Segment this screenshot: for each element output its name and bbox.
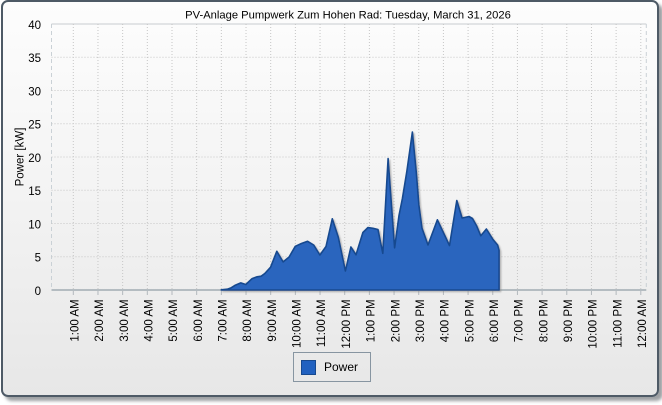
svg-text:12:00 PM: 12:00 PM <box>341 299 353 348</box>
svg-text:10:00 AM: 10:00 AM <box>292 299 304 348</box>
svg-text:10: 10 <box>28 219 41 231</box>
svg-text:11:00 AM: 11:00 AM <box>316 299 328 347</box>
svg-text:30: 30 <box>28 86 41 98</box>
svg-text:5:00 AM: 5:00 AM <box>168 299 180 341</box>
svg-text:15: 15 <box>28 186 41 198</box>
svg-text:8:00 PM: 8:00 PM <box>538 299 550 342</box>
svg-text:7:00 AM: 7:00 AM <box>218 299 230 341</box>
svg-text:2:00 AM: 2:00 AM <box>94 299 106 341</box>
svg-text:1:00 PM: 1:00 PM <box>366 299 378 342</box>
svg-text:0: 0 <box>35 286 41 298</box>
svg-text:20: 20 <box>28 153 41 165</box>
svg-text:10:00 PM: 10:00 PM <box>588 299 600 348</box>
svg-text:Power [kW]: Power [kW] <box>15 128 27 187</box>
svg-text:9:00 PM: 9:00 PM <box>563 299 575 342</box>
svg-text:1:00 AM: 1:00 AM <box>70 299 82 341</box>
svg-text:4:00 PM: 4:00 PM <box>440 299 452 342</box>
svg-text:40: 40 <box>28 20 41 32</box>
svg-text:12:00 AM: 12:00 AM <box>637 299 649 348</box>
svg-text:3:00 AM: 3:00 AM <box>119 299 131 341</box>
svg-text:7:00 PM: 7:00 PM <box>514 299 526 342</box>
svg-text:3:00 PM: 3:00 PM <box>415 299 427 342</box>
svg-text:2:00 PM: 2:00 PM <box>390 299 402 342</box>
svg-text:25: 25 <box>28 120 41 132</box>
svg-text:5: 5 <box>35 253 41 265</box>
svg-text:11:00 PM: 11:00 PM <box>612 299 624 347</box>
svg-text:PV-Anlage Pumpwerk Zum Hohen R: PV-Anlage Pumpwerk Zum Hohen Rad: Tuesda… <box>185 10 511 22</box>
svg-text:6:00 AM: 6:00 AM <box>193 299 205 341</box>
svg-text:4:00 AM: 4:00 AM <box>144 299 156 341</box>
svg-text:8:00 AM: 8:00 AM <box>242 299 254 341</box>
svg-text:35: 35 <box>28 53 41 65</box>
svg-text:6:00 PM: 6:00 PM <box>489 299 501 342</box>
svg-text:9:00 AM: 9:00 AM <box>267 299 279 341</box>
svg-text:5:00 PM: 5:00 PM <box>464 299 476 342</box>
